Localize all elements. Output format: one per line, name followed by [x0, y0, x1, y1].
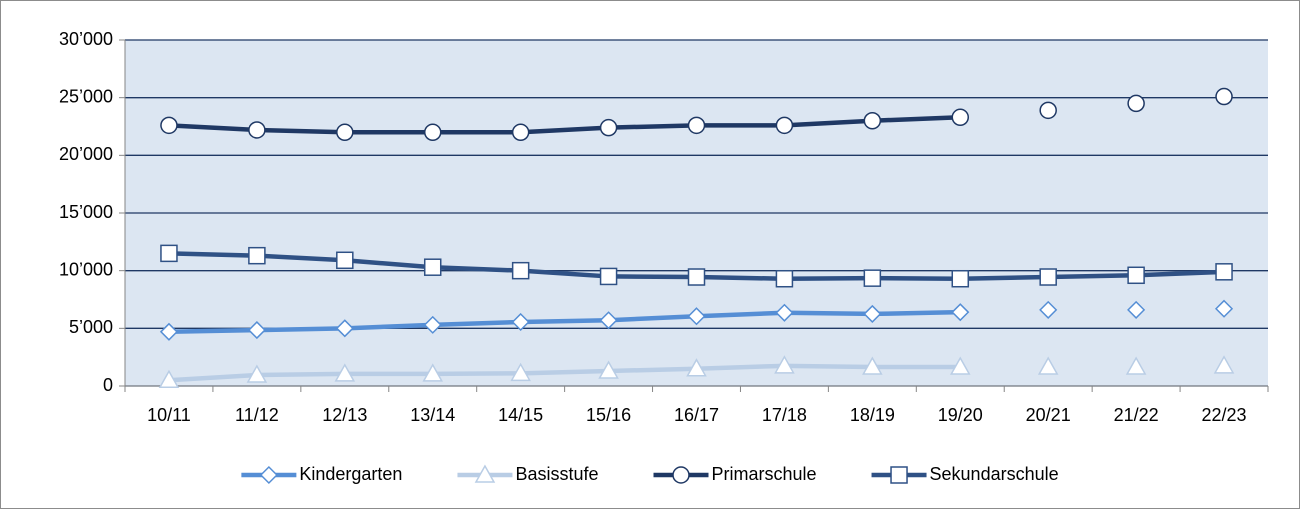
y-tick-label: 15’000 [59, 202, 113, 222]
marker [598, 360, 619, 379]
marker [336, 123, 354, 142]
marker [775, 116, 794, 135]
y-tick-label: 30’000 [59, 29, 113, 49]
marker [422, 363, 444, 382]
legend-label: Primarschule [712, 464, 817, 484]
marker [951, 269, 970, 288]
x-tick-label: 18/19 [850, 405, 895, 425]
y-tick-label: 5’000 [69, 317, 113, 337]
y-tick-label: 20’000 [59, 144, 113, 164]
marker [863, 111, 882, 130]
x-tick-label: 13/14 [410, 405, 455, 425]
marker [336, 251, 354, 270]
marker [474, 464, 496, 483]
marker [334, 363, 356, 382]
marker [1214, 299, 1234, 318]
x-tick-label: 20/21 [1026, 405, 1071, 425]
marker [686, 358, 707, 377]
marker [160, 116, 178, 135]
marker [863, 304, 882, 323]
marker [1037, 356, 1059, 375]
x-tick-label: 10/11 [147, 405, 191, 425]
marker [599, 311, 618, 330]
marker [862, 356, 883, 375]
marker [1127, 94, 1145, 113]
marker [423, 258, 442, 276]
marker [1039, 101, 1057, 120]
marker [511, 312, 530, 332]
marker [949, 356, 971, 375]
marker [1127, 300, 1146, 319]
legend-label: Kindergarten [299, 464, 402, 484]
marker [1127, 266, 1145, 285]
marker [599, 118, 618, 137]
marker [259, 465, 278, 485]
marker [335, 319, 354, 338]
marker [775, 303, 794, 322]
x-tick-label: 19/20 [938, 405, 983, 425]
x-tick-label: 21/22 [1114, 405, 1159, 425]
marker [890, 466, 908, 484]
x-tick-label: 12/13 [322, 405, 367, 425]
marker [775, 269, 794, 288]
series-line [168, 115, 961, 135]
marker [510, 362, 531, 382]
marker [248, 246, 266, 265]
marker [511, 261, 530, 280]
marker [1039, 268, 1057, 286]
x-tick-label: 16/17 [674, 405, 719, 425]
marker [247, 321, 266, 340]
marker [687, 116, 706, 135]
marker [511, 123, 530, 142]
marker [248, 121, 266, 139]
marker [158, 369, 180, 388]
legend: Kindergarten Basisstufe Primarschule Sekund… [241, 464, 1059, 485]
marker [687, 307, 706, 326]
marker [863, 269, 882, 287]
marker [951, 303, 970, 322]
marker [1215, 87, 1233, 106]
x-tick-label: 17/18 [762, 405, 807, 425]
marker [1213, 355, 1235, 374]
legend-label: Sekundarschule [930, 464, 1059, 484]
marker [1039, 300, 1058, 319]
x-tick-label: 22/23 [1202, 405, 1247, 425]
marker [951, 108, 970, 127]
marker [160, 244, 178, 263]
series-line [168, 309, 961, 335]
y-tick-label: 25’000 [59, 86, 113, 106]
marker [687, 268, 706, 286]
marker [672, 466, 690, 484]
y-tick-label: 10’000 [59, 259, 113, 279]
series-line [168, 363, 961, 383]
marker [1215, 263, 1233, 281]
x-tick-label: 11/12 [235, 405, 279, 425]
marker [423, 123, 442, 142]
y-tick-label: 0 [103, 375, 113, 395]
marker [1125, 356, 1147, 375]
marker [423, 315, 442, 334]
marker [599, 267, 618, 286]
x-tick-label: 15/16 [586, 405, 631, 425]
marker [159, 322, 179, 341]
marker [246, 364, 268, 383]
marker [774, 355, 795, 374]
x-tick-label: 14/15 [498, 405, 543, 425]
legend-label: Basisstufe [515, 464, 598, 484]
